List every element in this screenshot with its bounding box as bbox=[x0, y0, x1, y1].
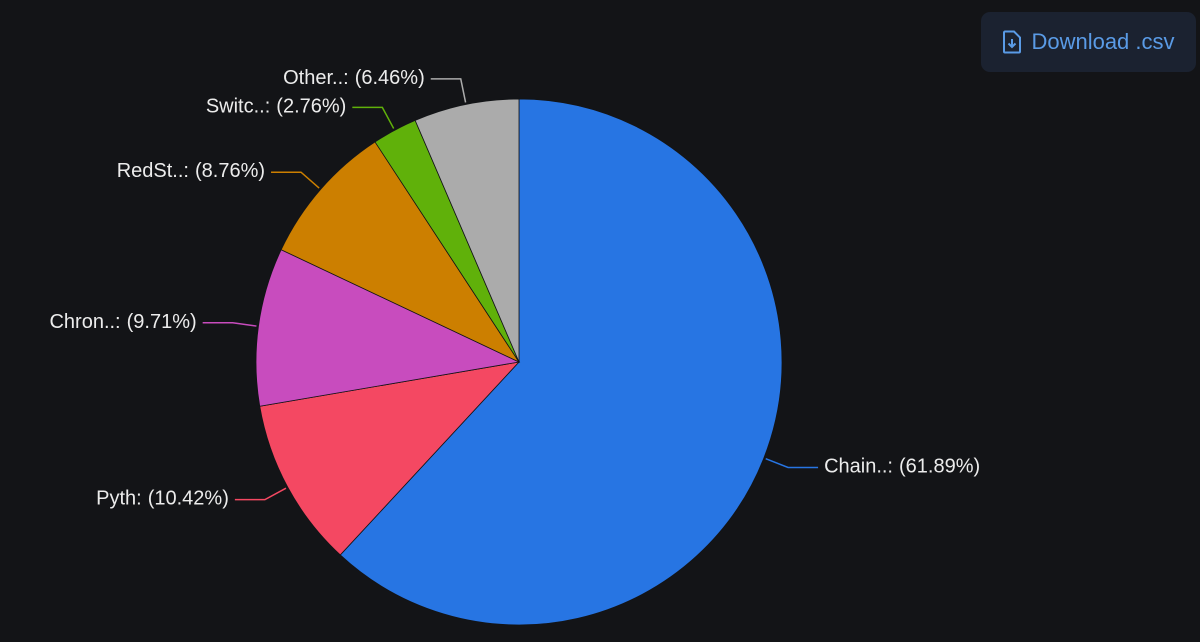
slice-label: Pyth: (10.42%) bbox=[96, 488, 229, 510]
slice-value-label: (9.71%) bbox=[127, 311, 197, 333]
leader-line bbox=[234, 487, 287, 501]
leader-line bbox=[430, 78, 467, 103]
download-label[interactable]: Download .csv bbox=[1031, 29, 1175, 54]
slice-category: Switc..: bbox=[206, 96, 270, 118]
download-icon bbox=[1003, 30, 1022, 54]
leader-line bbox=[352, 106, 395, 129]
slice-value-label: (10.42%) bbox=[148, 488, 229, 510]
leader-line bbox=[271, 171, 320, 189]
slice-label: Switc..: (2.76%) bbox=[206, 96, 346, 118]
slice-label: Chain..: (61.89%) bbox=[824, 456, 980, 478]
leader-line bbox=[765, 458, 819, 469]
slice-value-label: (61.89%) bbox=[899, 456, 980, 478]
slice-category: Other..: bbox=[283, 67, 349, 89]
slice-value-label: (8.76%) bbox=[195, 161, 265, 183]
pie-slice bbox=[280, 141, 521, 363]
slice-category: Chain..: bbox=[824, 456, 893, 478]
leader-line bbox=[202, 322, 257, 327]
slice-label: Chron..: (9.71%) bbox=[49, 311, 196, 333]
slice-value-label: (6.46%) bbox=[355, 67, 425, 89]
pie-slice bbox=[259, 361, 521, 556]
slice-label: RedSt..: (8.76%) bbox=[117, 161, 265, 183]
slice-category: RedSt..: bbox=[117, 161, 189, 183]
slice-label: Other..: (6.46%) bbox=[283, 67, 425, 89]
slice-category: Chron..: bbox=[49, 311, 120, 333]
pie-slice bbox=[339, 98, 783, 626]
pie-slice bbox=[414, 98, 520, 363]
download-button[interactable]: Download .csv bbox=[981, 12, 1196, 72]
pie-slice bbox=[255, 249, 521, 407]
slice-value-label: (2.76%) bbox=[276, 96, 346, 118]
slice-category: Pyth: bbox=[96, 488, 142, 510]
